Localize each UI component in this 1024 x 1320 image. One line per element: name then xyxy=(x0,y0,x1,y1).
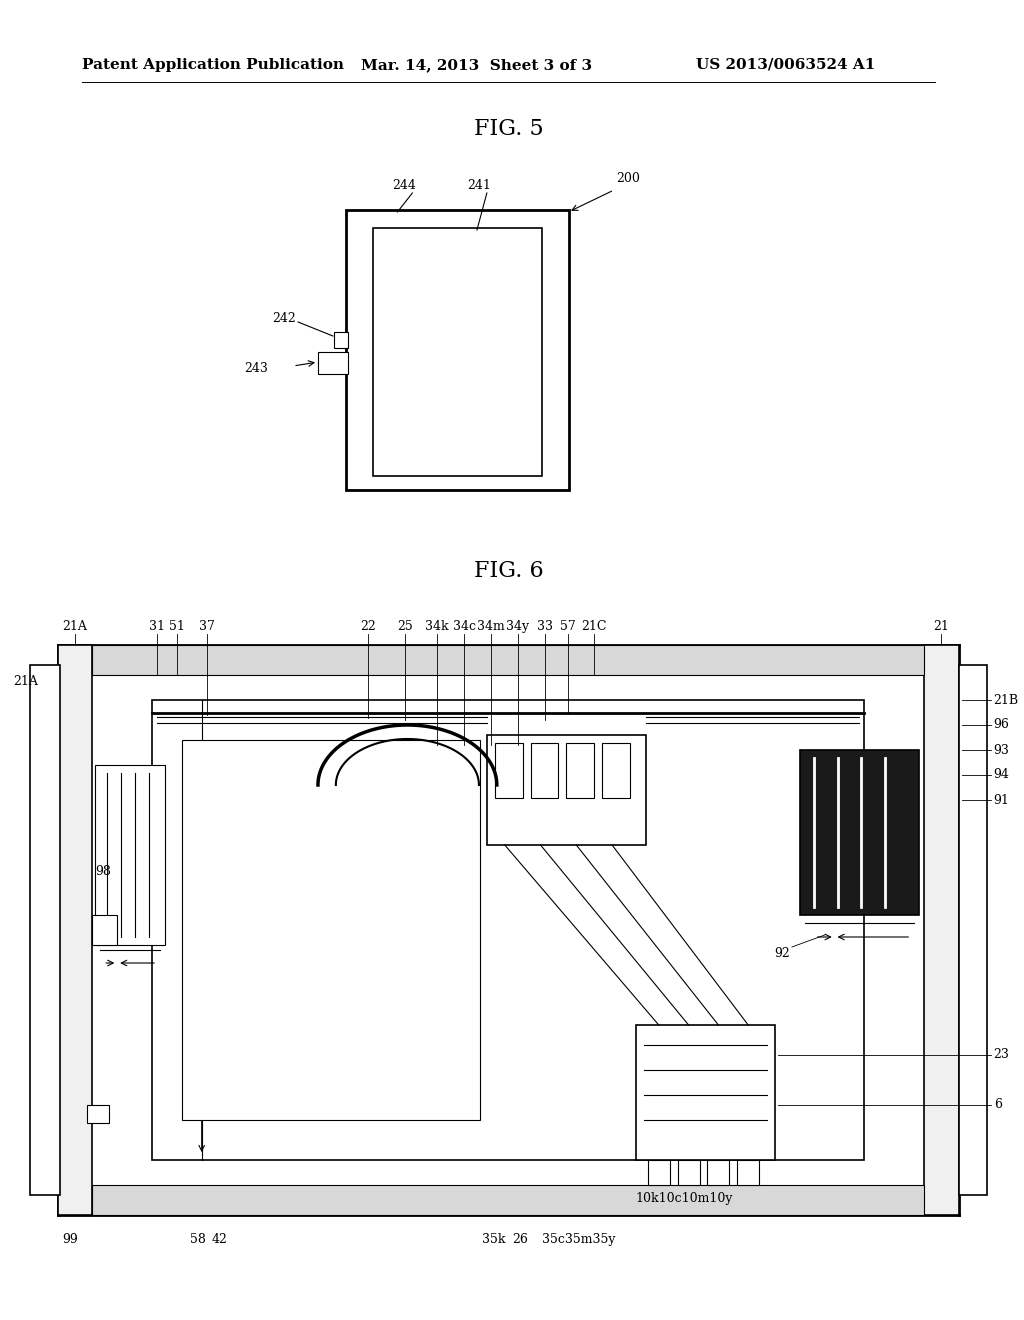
Text: 21B: 21B xyxy=(993,693,1019,706)
Text: 33: 33 xyxy=(537,620,553,634)
Text: 57: 57 xyxy=(560,620,577,634)
Bar xyxy=(334,333,348,348)
Bar xyxy=(486,735,646,845)
Text: 10k10c10m10y: 10k10c10m10y xyxy=(636,1192,733,1205)
Bar xyxy=(648,1160,670,1185)
Text: 34m: 34m xyxy=(477,620,505,634)
Text: 23: 23 xyxy=(993,1048,1010,1061)
Bar xyxy=(678,1160,699,1185)
Bar xyxy=(495,743,522,799)
Text: 96: 96 xyxy=(993,718,1010,731)
Bar xyxy=(87,1105,110,1123)
Text: 98: 98 xyxy=(95,865,112,878)
Text: 241: 241 xyxy=(467,180,490,191)
Text: Mar. 14, 2013  Sheet 3 of 3: Mar. 14, 2013 Sheet 3 of 3 xyxy=(360,58,592,73)
Bar xyxy=(152,700,864,1160)
Text: 34y: 34y xyxy=(506,620,529,634)
Text: 34k: 34k xyxy=(425,620,449,634)
Bar xyxy=(800,750,920,915)
Text: 99: 99 xyxy=(62,1233,79,1246)
Text: FIG. 6: FIG. 6 xyxy=(474,560,544,582)
Text: 42: 42 xyxy=(212,1233,227,1246)
Text: 25: 25 xyxy=(397,620,414,634)
Text: 21A: 21A xyxy=(13,675,38,688)
Text: 91: 91 xyxy=(993,793,1010,807)
Bar xyxy=(737,1160,759,1185)
Bar xyxy=(92,645,924,675)
Bar xyxy=(30,665,59,1195)
Bar xyxy=(182,741,480,1119)
Bar xyxy=(924,645,958,1214)
Bar xyxy=(958,665,987,1195)
Text: 21C: 21C xyxy=(582,620,607,634)
Text: Patent Application Publication: Patent Application Publication xyxy=(83,58,344,73)
Bar xyxy=(95,766,165,945)
Bar xyxy=(373,228,542,477)
Text: 6: 6 xyxy=(993,1098,1001,1111)
Bar xyxy=(708,1160,729,1185)
Text: 242: 242 xyxy=(272,312,296,325)
Text: 243: 243 xyxy=(245,362,268,375)
Text: 35k: 35k xyxy=(482,1233,506,1246)
Text: 94: 94 xyxy=(993,768,1010,781)
Bar xyxy=(530,743,558,799)
Bar xyxy=(346,210,569,490)
Text: 58: 58 xyxy=(189,1233,206,1246)
Text: 37: 37 xyxy=(199,620,215,634)
Text: 93: 93 xyxy=(993,743,1010,756)
Text: 244: 244 xyxy=(392,180,417,191)
Text: 34c: 34c xyxy=(453,620,475,634)
Text: 21A: 21A xyxy=(62,620,87,634)
Bar xyxy=(92,1185,924,1214)
Text: 200: 200 xyxy=(616,172,640,185)
Bar xyxy=(92,915,118,945)
Bar xyxy=(566,743,594,799)
Text: 92: 92 xyxy=(774,946,790,960)
Bar xyxy=(636,1026,775,1160)
Text: US 2013/0063524 A1: US 2013/0063524 A1 xyxy=(695,58,874,73)
Text: 26: 26 xyxy=(512,1233,527,1246)
Bar xyxy=(57,645,92,1214)
Bar xyxy=(318,352,348,374)
Text: 31: 31 xyxy=(150,620,165,634)
Text: 51: 51 xyxy=(169,620,184,634)
Text: 35c35m35y: 35c35m35y xyxy=(542,1233,615,1246)
Text: FIG. 5: FIG. 5 xyxy=(474,117,544,140)
Bar xyxy=(602,743,630,799)
Text: 21: 21 xyxy=(933,620,949,634)
Text: 22: 22 xyxy=(359,620,376,634)
